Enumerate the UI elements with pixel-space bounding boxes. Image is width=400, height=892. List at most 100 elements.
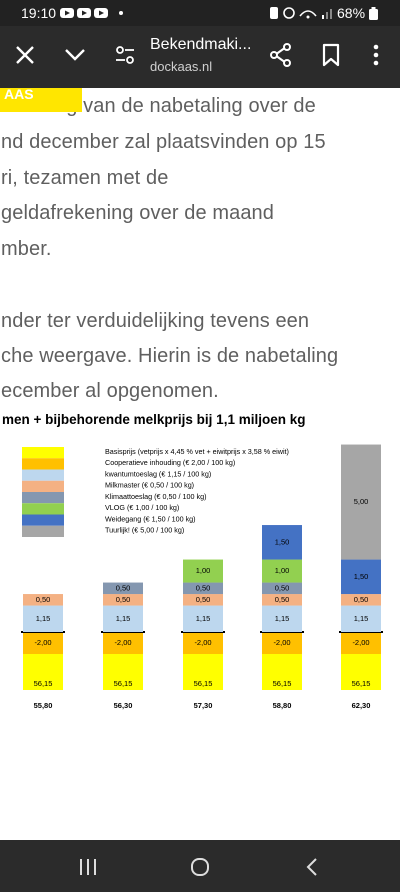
segment-label: 1,15: [116, 614, 131, 623]
segment-label: 5,00: [354, 497, 369, 506]
legend-swatch: [22, 492, 64, 504]
legend-label: Klimaattoeslag (€ 0,50 / 100 kg): [105, 492, 206, 501]
segment-label: 56,15: [352, 679, 371, 688]
chart-title: men + bijbehorende melkprijs bij 1,1 mil…: [2, 412, 305, 427]
bar-segment: [103, 582, 143, 595]
bar-segment: [23, 632, 63, 654]
bar-segment: [183, 632, 223, 654]
bar-segment: [341, 605, 381, 632]
segment-label: 56,15: [34, 679, 53, 688]
total-label: 58,80: [273, 701, 292, 710]
share-button[interactable]: [269, 43, 293, 67]
segment-label: 56,15: [273, 679, 292, 688]
segment-label: -2,00: [352, 638, 369, 647]
legend-label: Milkmaster (€ 0,50 / 100 kg): [105, 481, 194, 490]
bar-segment: [341, 559, 381, 595]
segment-label: 1,00: [196, 566, 211, 575]
bar-segment: [183, 594, 223, 606]
home-button[interactable]: [190, 857, 210, 877]
legend-swatch: [22, 514, 64, 526]
bookmark-button[interactable]: [321, 43, 341, 67]
chart: men + bijbehorende melkprijs bij 1,1 mil…: [0, 408, 390, 716]
bar-segment: [23, 605, 63, 632]
segment-label: 0,50: [36, 595, 51, 604]
bar-segment: [103, 632, 143, 654]
battery-level: 68%: [337, 5, 366, 21]
total-label: 57,30: [194, 701, 213, 710]
menu-button[interactable]: [371, 44, 381, 66]
bar-segment: [262, 654, 302, 690]
total-label: 56,30: [114, 701, 133, 710]
bar-segment: [183, 654, 223, 690]
legend-swatch: [22, 480, 64, 492]
clock: 19:10: [21, 5, 57, 21]
article-line: nd december zal plaatsvinden op 15: [1, 131, 326, 153]
article-line: nder ter verduidelijking tevens een: [1, 310, 310, 332]
bar-segment: [23, 654, 63, 690]
article-line: ri, tezamen met de: [1, 167, 169, 189]
segment-label: 0,50: [275, 595, 290, 604]
segment-label: -2,00: [114, 638, 131, 647]
bar-segment: [183, 559, 223, 583]
segment-label: 1,00: [275, 566, 290, 575]
recent-apps-button[interactable]: [78, 858, 98, 876]
segment-label: 1,50: [354, 572, 369, 581]
page-url: dockaas.nl: [150, 59, 213, 74]
navigation-bar: [0, 840, 400, 892]
legend-label: Weidegang (€ 1,50 / 100 kg): [105, 514, 196, 523]
bar-segment: [103, 594, 143, 606]
bar-segment: [23, 594, 63, 606]
segment-label: 0,50: [116, 583, 131, 592]
status-bar: 19:10 68%: [0, 0, 400, 26]
legend-swatch: [22, 525, 64, 537]
segment-label: 0,50: [354, 595, 369, 604]
bar-segment: [262, 525, 302, 560]
category-tag: AAS: [0, 88, 82, 112]
segment-label: 0,50: [275, 583, 290, 592]
legend-swatch: [22, 469, 64, 481]
total-label: 62,30: [352, 701, 371, 710]
segment-label: 1,50: [275, 537, 290, 546]
legend-swatch: [22, 503, 64, 515]
legend-label: Basisprijs (vetprijs x 4,45 % vet + eiwi…: [105, 447, 289, 456]
site-settings-button[interactable]: [114, 45, 136, 65]
segment-label: 1,15: [354, 614, 369, 623]
segment-label: 56,15: [194, 679, 213, 688]
category-tag-text: AAS: [4, 88, 34, 102]
segment-label: 1,15: [196, 614, 211, 623]
bar-segment: [341, 594, 381, 606]
segment-label: -2,00: [194, 638, 211, 647]
browser-toolbar: Bekendmaki... dockaas.nl: [0, 26, 400, 88]
legend-label: kwantumtoeslag (€ 1,15 / 100 kg): [105, 469, 211, 478]
segment-label: 1,15: [36, 614, 51, 623]
article-line: ecember al opgenomen.: [1, 380, 219, 402]
legend-label: Tuurlijk! (€ 5,00 / 100 kg): [105, 526, 184, 535]
segment-label: 56,15: [114, 679, 133, 688]
bar-segment: [341, 444, 381, 560]
bar-segment: [103, 605, 143, 632]
bar-segment: [341, 654, 381, 690]
back-button[interactable]: [304, 857, 320, 877]
article-line: che weergave. Hierin is de nabetaling: [1, 345, 339, 367]
segment-label: 1,15: [275, 614, 290, 623]
total-label: 55,80: [34, 701, 53, 710]
segment-label: 0,50: [196, 595, 211, 604]
segment-label: -2,00: [34, 638, 51, 647]
bar-segment: [262, 605, 302, 632]
legend-label: Cooperatieve inhouding (€ 2,00 / 100 kg): [105, 458, 235, 467]
bar-segment: [262, 594, 302, 606]
legend-label: VLOG (€ 1,00 / 100 kg): [105, 503, 179, 512]
close-button[interactable]: [14, 44, 36, 66]
segment-label: 0,50: [116, 595, 131, 604]
bar-segment: [262, 559, 302, 583]
segment-label: -2,00: [273, 638, 290, 647]
bar-segment: [341, 632, 381, 654]
article-line: mber.: [1, 238, 52, 260]
legend-swatch: [22, 447, 64, 459]
expand-button[interactable]: [64, 46, 86, 62]
bar-segment: [183, 582, 223, 595]
system-icons: [270, 7, 332, 19]
battery-icon: [369, 7, 378, 20]
